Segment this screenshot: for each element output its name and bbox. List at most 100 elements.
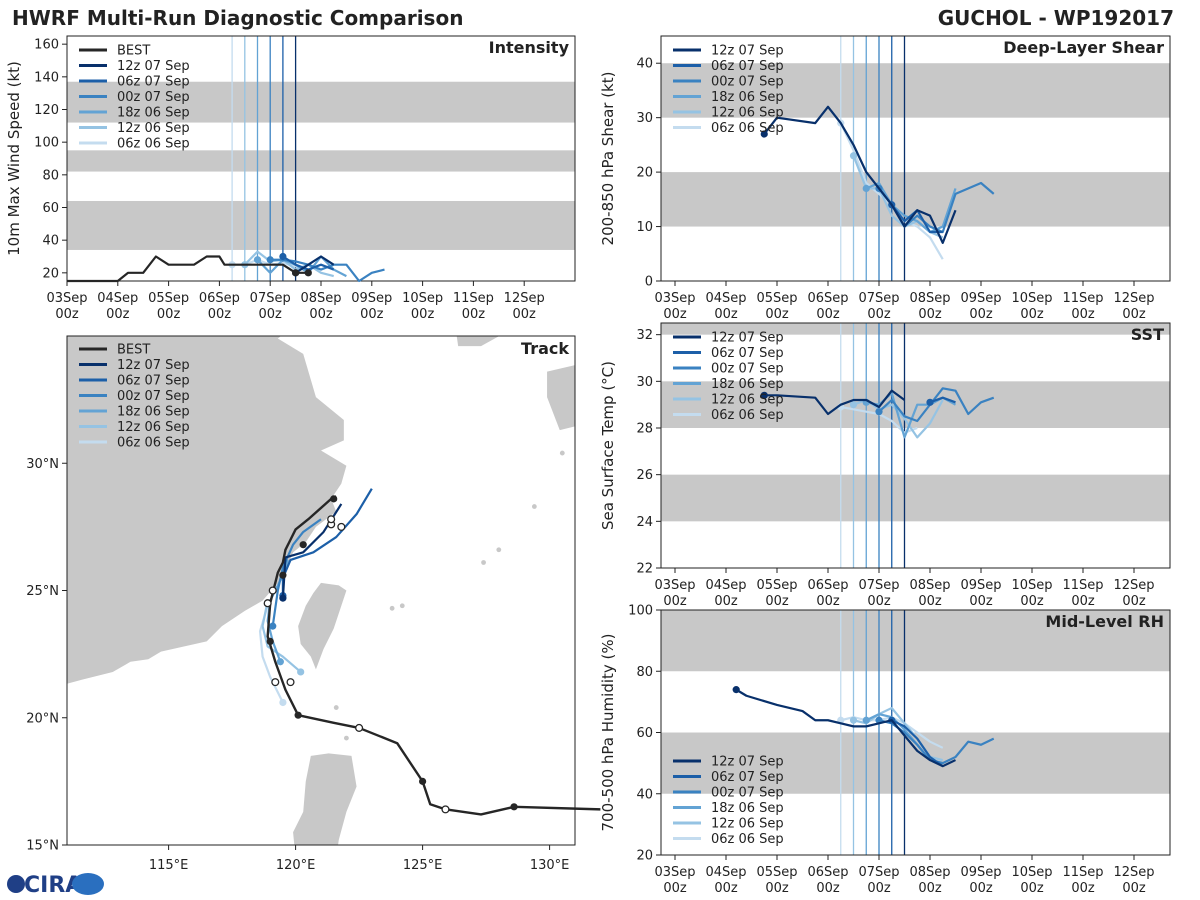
x-tick-hour: 00z [1122, 307, 1146, 322]
x-tick-hour: 00z [1122, 594, 1146, 609]
korea-coast-shape [456, 336, 500, 347]
x-tick-day: 07Sep [858, 291, 899, 306]
shaded-band [661, 474, 1170, 522]
series-line [763, 105, 957, 244]
x-tick-hour: 00z [1071, 881, 1095, 896]
x-tick-hour: 00z [1071, 594, 1095, 609]
sst-panel: 22242628303203Sep00z04Sep00z05Sep00z06Se… [599, 322, 1171, 609]
y-tick-label: 20 [42, 266, 59, 281]
forecast-track-start [279, 698, 287, 707]
series-line [878, 387, 995, 423]
best-track-fix-open [268, 586, 277, 595]
lat-tick-label: 30°N [26, 457, 59, 472]
panel-title: Mid-Level RH [1045, 612, 1164, 631]
x-tick-hour: 00z [867, 881, 891, 896]
best-track-fix-open [441, 805, 450, 814]
x-tick-hour: 00z [157, 307, 181, 322]
x-tick-hour: 00z [360, 307, 384, 322]
mainland-china-shape [67, 336, 347, 684]
series-init-marker [279, 252, 287, 261]
taiwan-island-shape [298, 582, 347, 670]
panel-title: Track [521, 339, 569, 358]
legend-label: 12z 06 Sep [117, 121, 190, 136]
y-tick-label: 22 [636, 562, 653, 577]
y-tick-label: 10 [636, 220, 653, 235]
forecast-track-start [276, 658, 284, 666]
series-init-marker [760, 391, 768, 399]
lon-tick-label: 115°E [149, 858, 189, 873]
y-tick-label: 100 [628, 604, 653, 619]
panel-title: SST [1131, 325, 1164, 344]
x-tick-day: 10Sep [1011, 291, 1052, 306]
y-axis-label: 200-850 hPa Shear (kt) [599, 72, 617, 246]
small-island-shape [559, 450, 565, 456]
shaded-band [661, 63, 1170, 118]
series-init-marker [266, 256, 274, 264]
series-line [735, 688, 956, 768]
legend-label: 12z 06 Sep [711, 817, 784, 832]
best-track-fix-filled [299, 541, 307, 549]
legend-label: 06z 07 Sep [117, 75, 190, 90]
x-tick-hour: 00z [816, 881, 840, 896]
series-init-marker [862, 716, 870, 724]
legend-label: 18z 06 Sep [117, 106, 190, 121]
x-tick-hour: 00z [969, 881, 993, 896]
x-tick-day: 12Sep [1113, 578, 1154, 593]
best-track-fix-filled [266, 637, 274, 646]
x-tick-day: 06Sep [807, 578, 848, 593]
x-tick-day: 06Sep [199, 291, 240, 306]
x-tick-hour: 00z [462, 307, 486, 322]
best-track-fix-filled [294, 711, 302, 719]
x-tick-day: 07Sep [858, 578, 899, 593]
series-line [295, 255, 335, 274]
x-tick-hour: 00z [714, 307, 738, 322]
lat-tick-label: 15°N [26, 839, 59, 854]
x-tick-hour: 00z [867, 594, 891, 609]
best-track-fix-open [271, 678, 280, 687]
y-tick-label: 30 [636, 111, 653, 126]
best-track-fix-open [337, 522, 346, 531]
forecast-track-start [297, 668, 305, 676]
x-tick-day: 04Sep [97, 291, 138, 306]
best-track-fix-filled [279, 571, 287, 579]
y-tick-label: 20 [636, 166, 653, 181]
best-track-fix-open [286, 678, 295, 687]
panel-title: Intensity [489, 38, 570, 57]
x-tick-hour: 00z [969, 307, 993, 322]
map-land [67, 336, 575, 845]
x-tick-day: 12Sep [504, 291, 545, 306]
lon-tick-label: 125°E [403, 858, 443, 873]
legend-label: 06z 06 Sep [711, 408, 784, 423]
x-tick-day: 09Sep [960, 291, 1001, 306]
kyushu-coast-shape [547, 365, 575, 431]
legend-label: 00z 07 Sep [711, 75, 784, 90]
legend-label: 12z 07 Sep [711, 44, 784, 59]
y-tick-label: 120 [34, 103, 59, 118]
x-tick-day: 06Sep [807, 865, 848, 880]
legend-label: 00z 07 Sep [117, 90, 190, 105]
x-tick-hour: 00z [918, 881, 942, 896]
x-tick-hour: 00z [1020, 594, 1044, 609]
x-tick-hour: 00z [969, 594, 993, 609]
x-tick-day: 11Sep [1062, 291, 1103, 306]
axes-frame [660, 322, 1171, 569]
best-line [67, 255, 309, 283]
x-tick-day: 08Sep [909, 578, 950, 593]
series-line [929, 396, 956, 404]
x-tick-day: 12Sep [1113, 291, 1154, 306]
x-tick-hour: 00z [309, 307, 333, 322]
lon-tick-label: 120°E [276, 858, 316, 873]
series-init-marker [760, 130, 768, 138]
x-tick-day: 04Sep [705, 291, 746, 306]
x-tick-day: 03Sep [654, 865, 695, 880]
x-tick-hour: 00z [1122, 881, 1146, 896]
series-init-marker [849, 401, 858, 409]
x-tick-hour: 00z [663, 307, 687, 322]
x-tick-hour: 00z [1020, 307, 1044, 322]
legend-label: 12z 06 Sep [711, 106, 784, 121]
legend-label: 18z 06 Sep [711, 801, 784, 816]
x-tick-day: 05Sep [756, 578, 797, 593]
series-init-marker [875, 408, 883, 416]
legend-label: 00z 07 Sep [117, 389, 190, 404]
best-track-fix-filled [510, 803, 518, 811]
